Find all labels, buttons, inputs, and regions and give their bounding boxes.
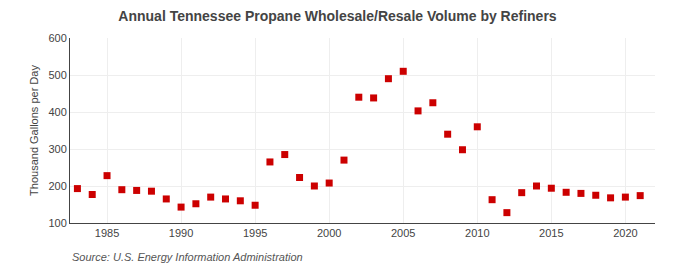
svg-text:100: 100 — [48, 217, 66, 229]
svg-text:500: 500 — [48, 69, 66, 81]
svg-text:Thousand Gallons per Day: Thousand Gallons per Day — [28, 65, 40, 196]
svg-text:Annual Tennessee Propane Whole: Annual Tennessee Propane Wholesale/Resal… — [118, 8, 557, 24]
svg-text:Source: U.S. Energy Informatio: Source: U.S. Energy Information Administ… — [72, 251, 303, 263]
svg-text:2015: 2015 — [539, 227, 563, 239]
svg-text:600: 600 — [48, 32, 66, 44]
svg-text:1990: 1990 — [169, 227, 193, 239]
svg-text:2005: 2005 — [391, 227, 415, 239]
svg-text:1985: 1985 — [95, 227, 119, 239]
svg-text:2020: 2020 — [613, 227, 637, 239]
svg-text:300: 300 — [48, 143, 66, 155]
svg-text:1995: 1995 — [243, 227, 267, 239]
svg-text:400: 400 — [48, 106, 66, 118]
svg-text:2000: 2000 — [317, 227, 341, 239]
svg-text:200: 200 — [48, 180, 66, 192]
svg-text:2010: 2010 — [465, 227, 489, 239]
